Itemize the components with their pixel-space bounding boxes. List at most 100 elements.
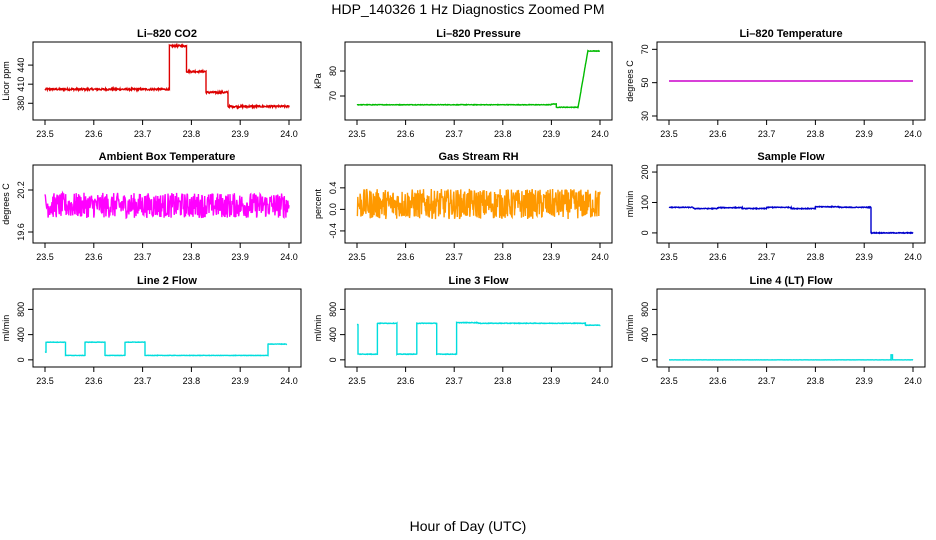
x-tick-label: 24.0 <box>591 376 609 386</box>
x-tick-label: 23.7 <box>445 376 463 386</box>
x-tick-label: 23.9 <box>231 252 249 262</box>
y-axis-label: degrees C <box>1 183 11 225</box>
y-tick-label: 400 <box>16 327 26 342</box>
y-tick-label: 200 <box>640 165 650 180</box>
y-tick-label: 800 <box>328 302 338 317</box>
y-tick-label: 70 <box>328 91 338 101</box>
x-tick-label: 23.8 <box>807 252 825 262</box>
x-tick-label: 23.5 <box>36 129 54 139</box>
x-tick-label: 23.5 <box>348 129 366 139</box>
y-tick-label: 0 <box>640 230 650 235</box>
y-tick-label: 0.0 <box>328 203 338 216</box>
panel-6: Sample Flow ml/min 23.5 23.6 23.7 23.8 23.9 24.… <box>625 151 926 262</box>
plot-frame <box>32 164 302 244</box>
y-tick-label: 410 <box>16 77 26 92</box>
y-tick-label: 20.2 <box>16 181 26 199</box>
y-tick-label: 30 <box>640 111 650 121</box>
y-tick-label: 380 <box>16 96 26 111</box>
x-tick-label: 23.7 <box>134 376 152 386</box>
panel-9: Line 4 (LT) Flow ml/min 23.5 23.6 23.7 23.8 23… <box>625 275 926 386</box>
plot-frame <box>32 288 302 368</box>
y-axis-label: ml/min <box>1 315 11 342</box>
panel-title: Li–820 Pressure <box>436 28 520 40</box>
x-tick-label: 23.9 <box>231 129 249 139</box>
x-tick-label: 23.7 <box>758 252 776 262</box>
x-tick-label: 23.9 <box>543 252 561 262</box>
plot-frame <box>656 288 926 368</box>
y-tick-label: 400 <box>640 327 650 342</box>
panel-title: Li–820 Temperature <box>739 28 842 40</box>
x-tick-label: 23.6 <box>397 376 415 386</box>
x-tick-label: 23.9 <box>855 376 873 386</box>
panel-title: Gas Stream RH <box>438 151 518 163</box>
x-tick-label: 23.5 <box>348 252 366 262</box>
y-tick-label: -0.4 <box>328 223 338 239</box>
panel-title: Line 3 Flow <box>449 275 509 287</box>
y-tick-label: 0 <box>16 357 26 362</box>
plot-frame <box>344 41 613 121</box>
x-tick-label: 23.9 <box>543 129 561 139</box>
plot-frame <box>344 288 613 368</box>
panel-title: Li–820 CO2 <box>137 28 197 40</box>
plot-frame <box>344 164 613 244</box>
x-tick-label: 23.9 <box>855 129 873 139</box>
panel-title: Sample Flow <box>757 151 825 163</box>
x-tick-label: 23.8 <box>494 129 512 139</box>
y-tick-label: 800 <box>640 302 650 317</box>
x-tick-label: 23.5 <box>348 376 366 386</box>
series-line <box>669 354 914 361</box>
x-tick-label: 23.9 <box>543 376 561 386</box>
x-tick-label: 23.6 <box>709 376 727 386</box>
y-tick-label: 70 <box>640 44 650 54</box>
x-tick-label: 24.0 <box>591 252 609 262</box>
figure-title: HDP_140326 1 Hz Diagnostics Zoomed PM <box>331 1 605 17</box>
y-tick-label: 800 <box>16 302 26 317</box>
x-tick-label: 23.8 <box>807 376 825 386</box>
x-tick-label: 23.6 <box>709 252 727 262</box>
panel-title: Line 2 Flow <box>137 275 197 287</box>
plot-frame <box>32 41 302 121</box>
x-tick-label: 23.8 <box>183 376 201 386</box>
x-tick-label: 23.6 <box>709 129 727 139</box>
x-tick-label: 23.5 <box>36 252 54 262</box>
y-tick-label: 400 <box>328 327 338 342</box>
x-tick-label: 23.7 <box>134 129 152 139</box>
y-axis-label: kPa <box>313 73 323 89</box>
x-tick-label: 23.8 <box>494 376 512 386</box>
panel-title: Ambient Box Temperature <box>99 151 236 163</box>
y-tick-label: 50 <box>640 78 650 88</box>
x-tick-label: 24.0 <box>591 129 609 139</box>
x-tick-label: 23.8 <box>183 129 201 139</box>
series-line <box>356 49 600 109</box>
x-tick-label: 24.0 <box>904 252 922 262</box>
y-tick-label: 0 <box>328 357 338 362</box>
x-tick-label: 24.0 <box>280 252 298 262</box>
y-tick-label: 0 <box>640 357 650 362</box>
series-line <box>356 321 601 356</box>
x-tick-label: 23.9 <box>855 252 873 262</box>
y-axis-label: percent <box>313 188 323 219</box>
panel-3: Li–820 Temperature degrees C 23.5 23.6 23.7 2… <box>625 28 926 139</box>
x-tick-label: 23.8 <box>183 252 201 262</box>
y-axis-label: ml/min <box>313 315 323 342</box>
x-tick-label: 23.9 <box>231 376 249 386</box>
panel-5: Gas Stream RH percent 23.5 23.6 23.7 23.8 23.9… <box>313 151 613 262</box>
y-axis-label: Licor ppm <box>1 61 11 101</box>
x-tick-label: 24.0 <box>280 129 298 139</box>
panel-4: Ambient Box Temperature degrees C 23.5 23.6… <box>1 151 302 262</box>
plot-frame <box>656 41 926 121</box>
y-tick-label: 100 <box>640 195 650 210</box>
y-tick-label: 0.4 <box>328 182 338 195</box>
x-tick-label: 24.0 <box>904 129 922 139</box>
x-tick-label: 23.7 <box>445 129 463 139</box>
x-tick-label: 23.6 <box>85 252 103 262</box>
x-tick-label: 23.6 <box>85 129 103 139</box>
x-tick-label: 23.6 <box>397 129 415 139</box>
plot-frame <box>656 164 926 244</box>
x-tick-label: 23.6 <box>397 252 415 262</box>
x-tick-label: 23.8 <box>494 252 512 262</box>
series-line <box>356 188 601 220</box>
panel-8: Line 3 Flow ml/min 23.5 23.6 23.7 23.8 23.9 24.… <box>313 275 613 386</box>
x-tick-label: 23.5 <box>660 252 678 262</box>
x-tick-label: 23.8 <box>807 129 825 139</box>
